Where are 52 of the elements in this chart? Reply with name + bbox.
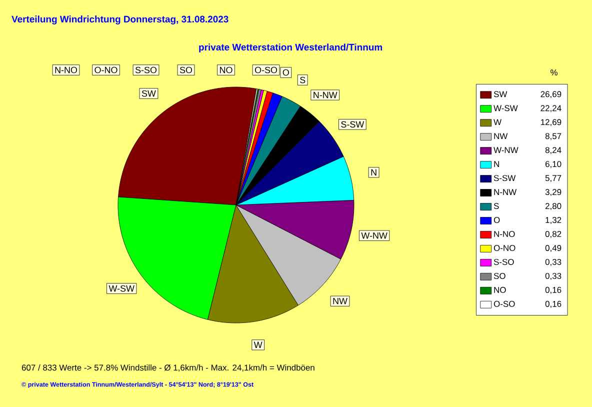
legend-label: N-NO [494, 231, 515, 237]
data-label: 8,24 [545, 147, 562, 154]
data-label: 0,16 [545, 286, 562, 294]
data-label: 22,24 [540, 105, 562, 112]
data-label: 1,32 [546, 217, 562, 224]
slice-label: S-SW [341, 121, 364, 128]
legend-label: S [494, 203, 499, 210]
data-label: 0,82 [545, 231, 562, 238]
data-label: 12,69 [540, 119, 562, 126]
legend-label: W [494, 119, 502, 126]
slice-label: W-NW [361, 232, 388, 239]
slice-label: S [300, 76, 306, 84]
legend-label: N-NW [494, 189, 517, 195]
legend-label: SO [494, 272, 506, 279]
data-label: 26,69 [540, 91, 562, 98]
slice-label: W [254, 342, 262, 348]
chart-title: Verteilung Windrichtung Donnerstag, 31.08.2023 [12, 16, 228, 24]
data-label: 8,57 [545, 133, 562, 140]
legend-title: % [550, 70, 558, 76]
legend-label: O [494, 217, 500, 224]
chart-subtitle: private Wetterstation Westerland/Tinnum [199, 44, 382, 52]
category-label: S-SO [135, 66, 157, 74]
data-label: 3,29 [545, 189, 562, 196]
data-label: 5,77 [545, 175, 562, 182]
legend-label: S-SW [494, 175, 516, 182]
legend-label: W-SW [494, 105, 518, 112]
category-label: NO [220, 66, 232, 74]
data-label: 0,16 [545, 300, 562, 308]
legend-label: O-SO [494, 300, 515, 307]
slice-label: O-SO [254, 66, 278, 74]
data-label: 0,33 [545, 258, 562, 266]
legend-label: SW [494, 91, 508, 98]
slice-label: N-NW [314, 92, 338, 98]
slice-label: N [371, 169, 376, 176]
data-label: 0,33 [545, 272, 562, 280]
data-label: 2,80 [545, 203, 562, 210]
legend-label: NO [494, 286, 506, 293]
text: 607 / 833 Werte -> 57.8% Windstille - Ø 1,6km/h - Max. 24,1km/h = Windböen [22, 364, 314, 372]
legend-label: NW [494, 133, 508, 140]
legend-label: W-NW [494, 147, 518, 154]
category-label: SO [180, 66, 192, 74]
legend-label: O-NO [494, 244, 516, 251]
legend-label: S-SO [494, 258, 514, 265]
category-label: O-NO [94, 66, 118, 74]
slice-label: NW [333, 298, 348, 304]
legend-label: N [494, 161, 499, 167]
data-label: 0,49 [545, 244, 562, 252]
slice-label: SW [142, 90, 156, 97]
data-label: 6,10 [546, 161, 562, 168]
category-label: N-NO [55, 66, 78, 74]
slice-label: O [282, 69, 289, 76]
slice-label: W-SW [108, 285, 134, 292]
